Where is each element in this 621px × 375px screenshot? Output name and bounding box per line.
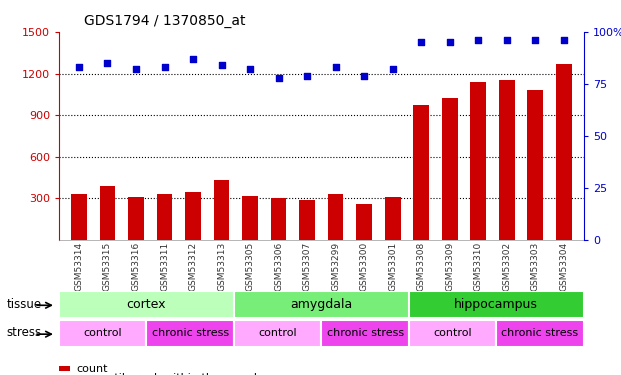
Point	[502, 37, 512, 43]
Text: cortex: cortex	[127, 298, 166, 310]
Point	[530, 37, 540, 43]
Bar	[409, 291, 584, 318]
Point	[102, 60, 112, 66]
Bar	[156, 194, 173, 240]
Point	[217, 62, 227, 68]
Text: chronic stress: chronic stress	[327, 328, 404, 338]
Text: percentile rank within the sample: percentile rank within the sample	[76, 373, 265, 375]
Text: count: count	[76, 364, 108, 374]
Text: control: control	[83, 328, 122, 338]
Text: chronic stress: chronic stress	[152, 328, 229, 338]
Point	[330, 64, 340, 70]
Text: chronic stress: chronic stress	[501, 328, 579, 338]
Text: control: control	[433, 328, 472, 338]
Point	[359, 73, 369, 79]
Bar	[328, 194, 343, 240]
Point	[473, 37, 483, 43]
Bar	[242, 196, 258, 240]
Bar	[527, 90, 543, 240]
Bar	[556, 64, 571, 240]
Point	[131, 66, 141, 72]
Bar	[496, 320, 584, 346]
Text: tissue: tissue	[6, 298, 42, 310]
Point	[302, 73, 312, 79]
Point	[388, 66, 397, 72]
Bar	[499, 80, 515, 240]
Bar	[128, 197, 144, 240]
Bar	[147, 320, 234, 346]
Bar	[356, 204, 372, 240]
Bar	[214, 180, 229, 240]
Bar	[442, 99, 458, 240]
Bar	[271, 198, 286, 240]
Point	[445, 39, 455, 45]
Text: control: control	[258, 328, 297, 338]
Bar	[234, 291, 409, 318]
Point	[74, 64, 84, 70]
Bar	[414, 105, 429, 240]
Text: amygdala: amygdala	[290, 298, 353, 310]
Bar	[409, 320, 496, 346]
Point	[160, 64, 170, 70]
Bar	[299, 201, 315, 240]
Bar	[234, 320, 322, 346]
Point	[188, 56, 198, 62]
Bar	[59, 291, 234, 318]
Point	[245, 66, 255, 72]
Bar	[185, 192, 201, 240]
Point	[559, 37, 569, 43]
Text: GDS1794 / 1370850_at: GDS1794 / 1370850_at	[84, 14, 245, 28]
Text: hippocampus: hippocampus	[455, 298, 538, 310]
Text: stress: stress	[6, 327, 42, 339]
Bar	[71, 194, 87, 240]
Bar	[59, 320, 147, 346]
Point	[416, 39, 426, 45]
Bar	[322, 320, 409, 346]
Bar	[470, 82, 486, 240]
Bar	[99, 186, 116, 240]
Point	[274, 75, 284, 81]
Bar	[385, 197, 401, 240]
